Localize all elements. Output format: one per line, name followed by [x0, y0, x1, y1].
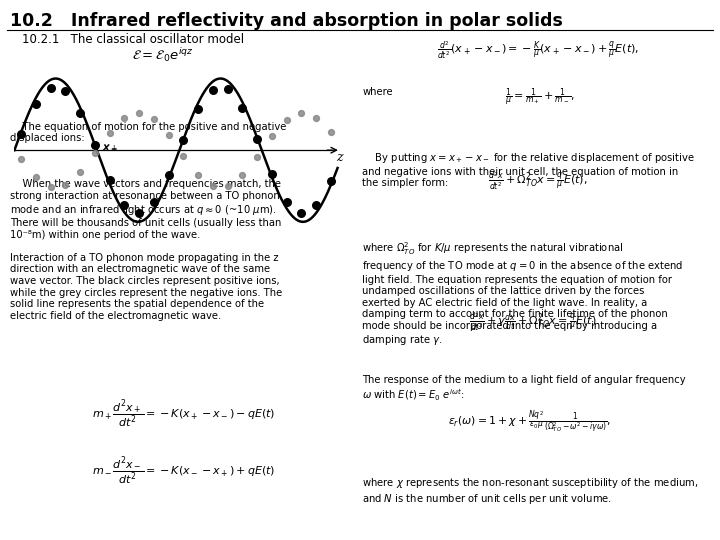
Point — [133, 209, 145, 218]
Text: where $\chi$ represents the non-resonant susceptibility of the medium,
and $N$ i: where $\chi$ represents the non-resonant… — [362, 476, 698, 507]
Point — [30, 100, 42, 109]
Point — [281, 197, 292, 206]
Point — [325, 176, 337, 185]
Text: $\frac{d^2x}{dt^2} + \Omega^2_{TO}x = \frac{q}{\mu}E(t),$: $\frac{d^2x}{dt^2} + \Omega^2_{TO}x = \f… — [488, 171, 588, 192]
Text: $x_-$: $x_-$ — [102, 142, 118, 152]
Point — [60, 87, 71, 96]
Text: $\frac{d^2x}{dt^2} + \gamma\frac{dx}{dt} + \Omega^2_{TO}x = \frac{q}{\mu}E(t).$: $\frac{d^2x}{dt^2} + \gamma\frac{dx}{dt}… — [469, 311, 600, 333]
Point — [251, 152, 263, 161]
Point — [296, 209, 307, 218]
Point — [178, 136, 189, 145]
Text: $\frac{d^2}{dt^2}(x_+-x_-) = -\frac{K}{\mu}(x_+-x_-)+\frac{q}{\mu}E(t),$: $\frac{d^2}{dt^2}(x_+-x_-) = -\frac{K}{\… — [437, 39, 639, 60]
Point — [15, 155, 27, 164]
Point — [45, 84, 56, 93]
Point — [325, 128, 337, 137]
Point — [192, 104, 204, 113]
Point — [104, 176, 115, 184]
Text: where: where — [362, 87, 393, 98]
Point — [148, 115, 160, 124]
Point — [207, 85, 219, 94]
Point — [310, 113, 322, 122]
Point — [266, 170, 278, 178]
Point — [119, 200, 130, 209]
Point — [30, 173, 42, 181]
Text: The response of the medium to a light field of angular frequency
$\omega$ with $: The response of the medium to a light fi… — [362, 375, 685, 403]
Point — [133, 109, 145, 117]
Point — [237, 171, 248, 179]
Text: By putting $x = x_+ - x_-$ for the relative displacement of positive
and negativ: By putting $x = x_+ - x_-$ for the relat… — [362, 151, 695, 188]
Text: $m_- \dfrac{d^2x_-}{dt^2} = -K(x_- - x_+) + qE(t)$: $m_- \dfrac{d^2x_-}{dt^2} = -K(x_- - x_+… — [92, 455, 275, 487]
Point — [60, 180, 71, 189]
Point — [192, 171, 204, 179]
Point — [89, 148, 101, 157]
Point — [178, 152, 189, 160]
Point — [45, 183, 56, 191]
Point — [266, 132, 278, 140]
Point — [163, 131, 174, 140]
Point — [296, 109, 307, 117]
Point — [222, 85, 233, 94]
Point — [74, 108, 86, 117]
Text: Interaction of a TO phonon mode propagating in the z
direction with an electroma: Interaction of a TO phonon mode propagat… — [10, 253, 282, 321]
Point — [207, 181, 219, 190]
Point — [251, 135, 263, 144]
Point — [15, 130, 27, 139]
Point — [89, 141, 101, 150]
Point — [310, 201, 322, 210]
Point — [104, 129, 115, 137]
Text: $\varepsilon_r(\omega) = 1 + \chi + \frac{Nq^2}{\varepsilon_0\mu}\frac{1}{(\Omeg: $\varepsilon_r(\omega) = 1 + \chi + \fra… — [448, 409, 611, 434]
Point — [119, 113, 130, 122]
Text: 10.2   Infrared reflectivity and absorption in polar solids: 10.2 Infrared reflectivity and absorptio… — [10, 12, 563, 30]
Text: $\mathcal{E} = \mathcal{E}_0 e^{iqz}$: $\mathcal{E} = \mathcal{E}_0 e^{iqz}$ — [132, 46, 194, 64]
Text: z: z — [336, 151, 343, 164]
Text: When the wave vectors and frequencies match, the
strong interaction at resonance: When the wave vectors and frequencies ma… — [10, 179, 282, 240]
Point — [74, 168, 86, 177]
Point — [237, 104, 248, 112]
Point — [148, 198, 160, 206]
Point — [281, 116, 292, 124]
Text: $x_+$: $x_+$ — [102, 142, 118, 154]
Text: $\frac{1}{\mu} = \frac{1}{m_+} + \frac{1}{m_-},$: $\frac{1}{\mu} = \frac{1}{m_+} + \frac{1… — [505, 86, 575, 109]
Point — [163, 171, 174, 179]
Text: $m_+ \dfrac{d^2x_+}{dt^2} = -K(x_+ - x_-) - qE(t)$: $m_+ \dfrac{d^2x_+}{dt^2} = -K(x_+ - x_-… — [92, 399, 275, 430]
Text: 10.2.1   The classical oscillator model: 10.2.1 The classical oscillator model — [22, 33, 244, 46]
Text: where $\Omega^2_{TO}$ for $K/\mu$ represents the natural vibrational
frequency o: where $\Omega^2_{TO}$ for $K/\mu$ repres… — [362, 240, 683, 347]
Point — [222, 182, 233, 191]
Text: The equation of motion for the positive and negative
displaced ions:: The equation of motion for the positive … — [10, 122, 287, 143]
